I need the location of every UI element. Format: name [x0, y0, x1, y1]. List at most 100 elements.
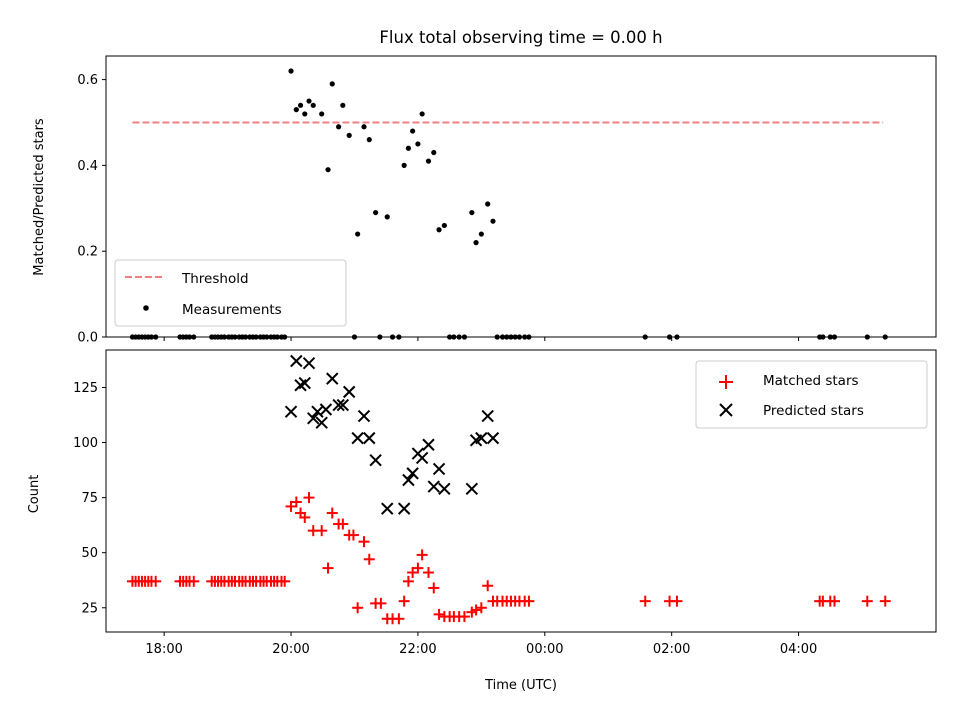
matched-star-point — [290, 496, 302, 508]
matched-star-point — [428, 582, 440, 594]
top-ytick-label: 0.0 — [77, 331, 98, 346]
top-plot-area — [129, 68, 888, 340]
top-legend-box — [114, 259, 347, 327]
predicted-star-point — [357, 409, 371, 423]
measurement-point — [274, 334, 280, 340]
top-ylabel: Matched/Predicted stars — [32, 118, 47, 276]
matched-star-point — [188, 575, 200, 587]
predicted-star-point — [475, 431, 488, 445]
bottom-plot-area — [126, 354, 891, 625]
predicted-star-point — [465, 482, 479, 496]
measurement-point — [319, 111, 325, 117]
measurement-point — [478, 231, 484, 237]
predicted-star-point — [381, 502, 394, 515]
matched-star-point — [337, 518, 349, 530]
measurement-point — [310, 102, 316, 108]
measurement-point — [264, 334, 270, 340]
measurement-point — [674, 334, 680, 340]
matched-star-point — [671, 595, 683, 607]
measurement-point — [306, 98, 312, 104]
predicted-star-point — [402, 473, 415, 487]
measurement-point — [522, 334, 528, 340]
measurement-point — [504, 334, 510, 340]
predicted-star-point — [415, 451, 429, 465]
measurement-point — [302, 111, 308, 117]
measurement-point — [831, 334, 838, 340]
matched-star-point — [828, 595, 840, 607]
measurement-point — [516, 334, 523, 340]
top-legend: Threshold Measurements — [114, 259, 347, 327]
xtick-label: 18:00 — [145, 642, 182, 657]
measurement-point — [666, 334, 673, 340]
measurement-point — [242, 334, 249, 340]
measurement-point — [512, 334, 518, 340]
measurement-point — [148, 334, 155, 340]
matched-star-point — [475, 602, 487, 614]
matched-star-point — [322, 562, 334, 574]
measurement-point — [297, 102, 304, 108]
measurement-point — [377, 334, 383, 340]
measurement-point — [340, 102, 346, 108]
predicted-star-point — [284, 405, 298, 418]
measurement-point — [415, 141, 421, 147]
bottom-legend: Matched stars Predicted stars — [695, 360, 928, 429]
measurement-point — [253, 334, 259, 340]
predicted-star-point — [290, 354, 303, 368]
predicted-star-point — [298, 376, 311, 390]
predicted-star-point — [351, 431, 364, 445]
measurement-point — [490, 218, 496, 224]
predicted-star-point — [315, 416, 328, 429]
matched-star-point — [879, 595, 891, 607]
measurement-point — [389, 334, 396, 340]
legend-predicted-label: Predicted stars — [763, 403, 864, 419]
measurement-point — [473, 240, 479, 246]
x-axis-label: Time (UTC) — [484, 678, 557, 693]
measurement-point — [499, 334, 506, 340]
predicted-star-point — [438, 482, 451, 496]
bottom-ylabel: Count — [27, 475, 42, 514]
matched-star-point — [412, 562, 424, 574]
predicted-star-point — [486, 431, 500, 445]
measurement-point — [494, 334, 500, 340]
predicted-star-point — [481, 409, 494, 423]
measurement-point — [336, 124, 342, 130]
legend-matched-label: Matched stars — [763, 373, 859, 389]
measurement-point — [373, 209, 379, 216]
top-ytick-label: 0.6 — [77, 73, 98, 88]
measurement-point — [346, 132, 352, 138]
matched-star-point — [375, 597, 387, 609]
predicted-star-point — [363, 431, 376, 445]
matched-star-point — [861, 595, 873, 607]
measurement-point — [366, 137, 372, 143]
predicted-star-point — [332, 398, 345, 412]
bottom-axes-frame — [105, 349, 937, 633]
measurement-point — [882, 334, 888, 340]
matched-star-point — [299, 511, 311, 523]
measurement-point — [293, 107, 299, 113]
measurement-point — [396, 334, 402, 340]
predicted-star-point — [427, 480, 440, 493]
matched-star-point — [523, 595, 535, 607]
predicted-star-point — [326, 372, 339, 385]
measurement-point — [425, 158, 432, 164]
bottom-ytick-label: 125 — [73, 381, 98, 396]
measurement-point — [410, 128, 416, 134]
xtick-label: 02:00 — [653, 642, 690, 657]
measurement-point — [329, 81, 335, 87]
bottom-ytick-label: 100 — [73, 436, 98, 451]
matched-star-point — [639, 595, 651, 607]
chart-title: Flux total observing time = 0.00 h — [379, 28, 662, 47]
measurement-point — [232, 334, 238, 340]
legend-measurements-label: Measurements — [182, 302, 282, 318]
measurement-point — [282, 334, 288, 340]
bottom-panel: 25 50 75 100 125 18:00 20:00 22:00 00:00 02:00 04… — [27, 349, 937, 693]
matched-star-point — [279, 575, 291, 587]
matched-star-point — [363, 553, 375, 565]
measurement-point — [355, 231, 361, 237]
matched-star-point — [347, 529, 359, 541]
matched-star-point — [422, 567, 434, 579]
measurement-point — [436, 227, 442, 233]
bottom-legend-box — [695, 360, 928, 429]
predicted-star-point — [307, 412, 320, 425]
